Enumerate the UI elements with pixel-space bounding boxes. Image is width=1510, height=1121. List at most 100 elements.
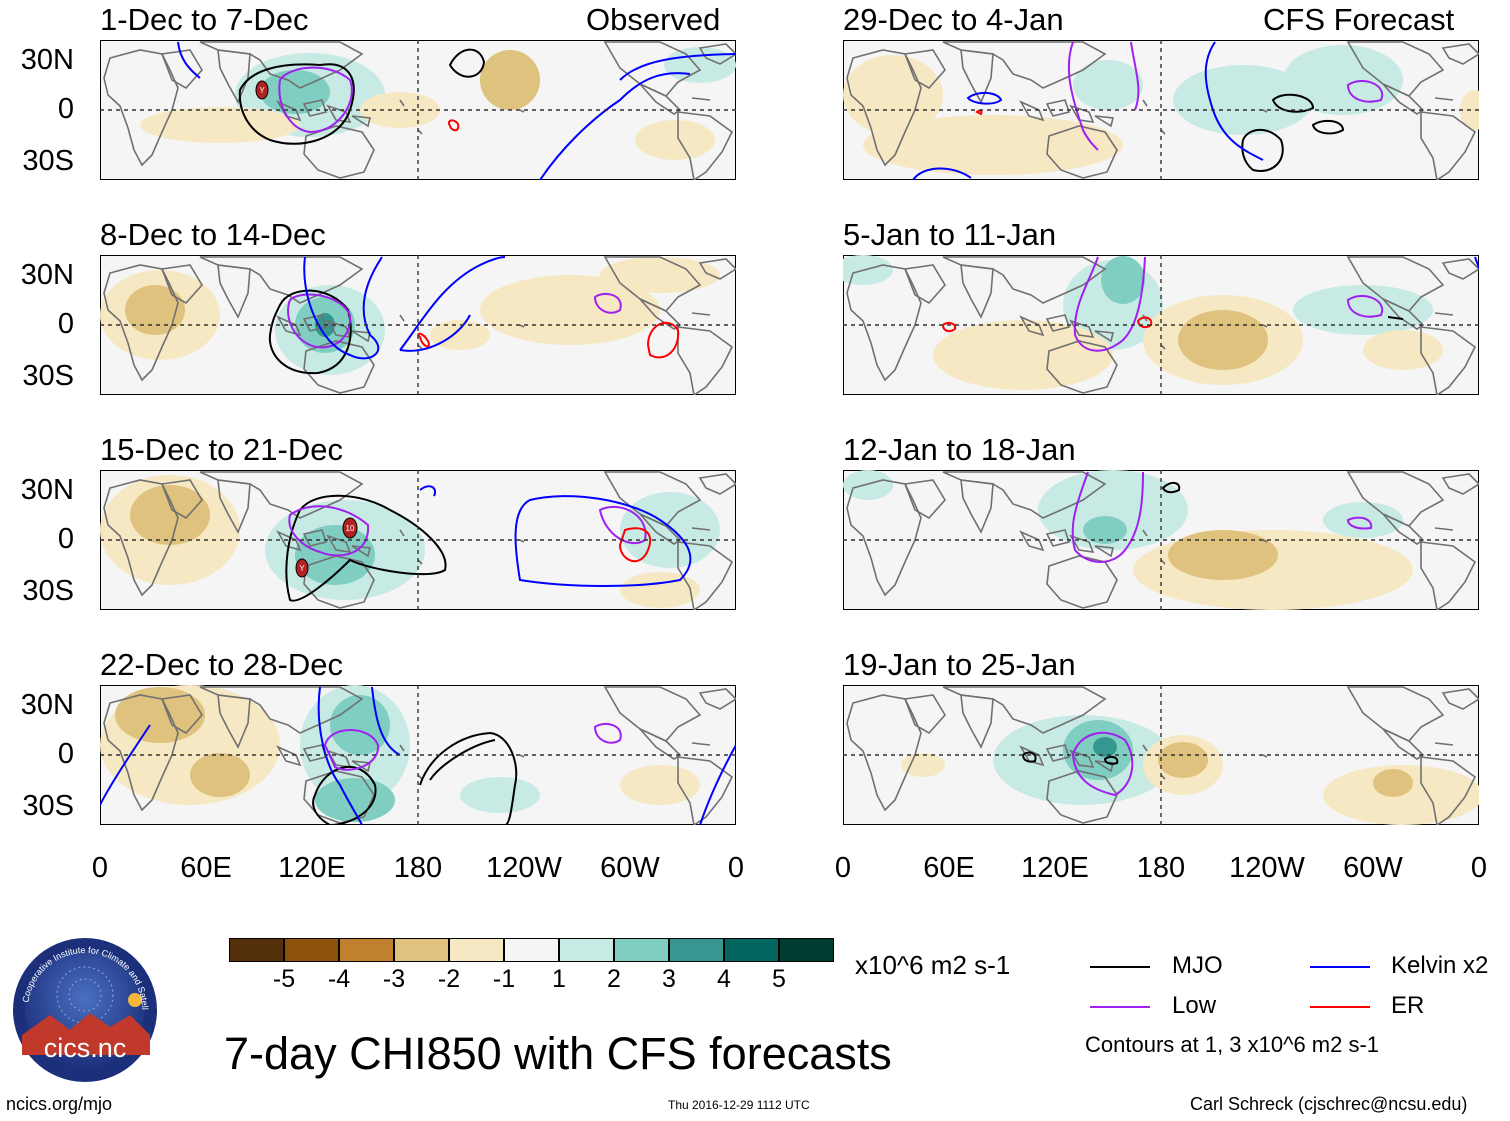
shading-positive <box>260 70 330 114</box>
er-contour <box>941 321 957 333</box>
kelvin-legend-line <box>1310 966 1370 968</box>
colorbar-swatch <box>779 938 834 962</box>
colorbar <box>229 938 834 962</box>
mjo-contour <box>1387 316 1404 320</box>
map-panel-8 <box>843 685 1479 825</box>
shading-negative <box>620 765 700 805</box>
shading-negative <box>190 753 250 797</box>
kelvin-contour <box>699 744 736 825</box>
kelvin-contour <box>371 686 401 756</box>
lat-label-30s: 30S <box>22 360 74 392</box>
shading-positive <box>1073 60 1143 110</box>
lon-label: 120E <box>278 852 346 884</box>
shading-negative <box>1363 330 1443 370</box>
shading-negative <box>863 115 1123 175</box>
lon-label: 0 <box>727 852 745 884</box>
shading-positive <box>1093 737 1117 757</box>
colorbar-tick-label: -4 <box>327 965 351 993</box>
colorbar-tick-label: -5 <box>272 965 296 993</box>
panel-title-6: 5-Jan to 11-Jan <box>843 217 1057 252</box>
shading-positive <box>843 255 893 285</box>
colorbar-tick-label: 2 <box>607 965 621 993</box>
shading-positive <box>1323 502 1403 538</box>
mjo-contour <box>1241 128 1284 172</box>
low-legend-line <box>1090 1006 1150 1008</box>
map-panel-2 <box>100 255 736 395</box>
observed-header: Observed <box>586 2 721 37</box>
footer-link[interactable]: ncics.org/mjo <box>6 1094 113 1114</box>
storm-marker-label: 10 <box>346 524 355 533</box>
colorbar-tick-label: 3 <box>662 965 676 993</box>
low-contour <box>287 293 352 349</box>
lon-label: 60W <box>1343 852 1403 884</box>
logo-text: cics.nc <box>44 1033 127 1063</box>
panel-title-3: 15-Dec to 21-Dec <box>100 432 343 467</box>
colorbar-swatch <box>449 938 504 962</box>
mjo-legend-label: MJO <box>1172 952 1223 979</box>
colorbar-unit: x10^6 m2 s-1 <box>855 950 1011 980</box>
shading-negative <box>125 285 185 335</box>
map-panel-5 <box>843 40 1479 180</box>
shading-negative <box>360 92 440 128</box>
colorbar-swatch <box>504 938 559 962</box>
low-contour <box>278 66 353 134</box>
colorbar-swatch <box>724 938 779 962</box>
colorbar-swatch <box>614 938 669 962</box>
map-panel-4 <box>100 685 736 825</box>
low-contour <box>1071 471 1144 563</box>
footer-credit: Carl Schreck (cjschrec@ncsu.edu) <box>1190 1094 1468 1114</box>
kelvin-contour <box>419 485 436 497</box>
colorbar-ticks: -5 -4 -3 -2 -1 1 2 3 4 5 <box>229 965 834 995</box>
kelvin-contour <box>539 53 736 180</box>
lon-label: 180 <box>1136 852 1186 884</box>
storm-marker-label: Y <box>259 86 265 95</box>
shading-negative <box>600 257 720 293</box>
shading-negative <box>635 120 715 160</box>
lat-label-eq: 0 <box>57 523 74 555</box>
panel-title-5: 29-Dec to 4-Jan <box>843 2 1064 37</box>
shading-negative <box>843 55 943 135</box>
panel-title-1: 1-Dec to 7-Dec <box>100 2 309 37</box>
panel-title-2: 8-Dec to 14-Dec <box>100 217 326 252</box>
colorbar-swatch <box>559 938 614 962</box>
shading-negative <box>1373 769 1413 797</box>
kelvin-contour <box>912 167 972 180</box>
shading-negative <box>140 107 300 143</box>
colorbar-tick-label: -3 <box>382 965 406 993</box>
lon-label: 0 <box>1470 852 1488 884</box>
shading-positive <box>330 695 390 755</box>
low-contour <box>1067 41 1140 151</box>
map-panel-7 <box>843 470 1479 610</box>
shading-positive <box>1173 65 1313 135</box>
colorbar-swatch <box>229 938 284 962</box>
mjo-contour <box>1311 119 1345 135</box>
shading-positive <box>315 778 395 822</box>
mjo-contour <box>1021 751 1037 763</box>
storm-marker: Y <box>255 80 269 100</box>
storm-marker-label: Y <box>299 564 305 573</box>
shading-negative <box>130 485 210 545</box>
shading-negative <box>1168 530 1278 580</box>
low-contour <box>593 292 622 314</box>
lat-label-30s: 30S <box>22 790 74 822</box>
kelvin-contour <box>399 256 506 352</box>
map-panel-3: 10 Y <box>100 470 736 610</box>
colorbar-swatch <box>394 938 449 962</box>
low-contour <box>1071 731 1134 797</box>
kelvin-contour <box>100 724 151 806</box>
kelvin-contour <box>514 495 692 587</box>
low-contour <box>1073 256 1146 352</box>
shading-positive <box>1101 256 1145 304</box>
contour-note: Contours at 1, 3 x10^6 m2 s-1 <box>1085 1032 1380 1057</box>
shading-positive <box>1038 470 1188 550</box>
lat-label-30n: 30N <box>20 44 74 76</box>
shading-negative <box>430 320 490 350</box>
low-contour <box>323 729 380 771</box>
kelvin-contour <box>1204 41 1264 161</box>
shading-negative <box>901 753 945 777</box>
lon-label: 60E <box>180 852 232 884</box>
mjo-contour <box>1271 93 1315 113</box>
shading-positive <box>1283 45 1403 115</box>
cics-logo: Cooperative Institute for Climate and Sa… <box>7 927 160 1085</box>
lat-label-30n: 30N <box>20 474 74 506</box>
